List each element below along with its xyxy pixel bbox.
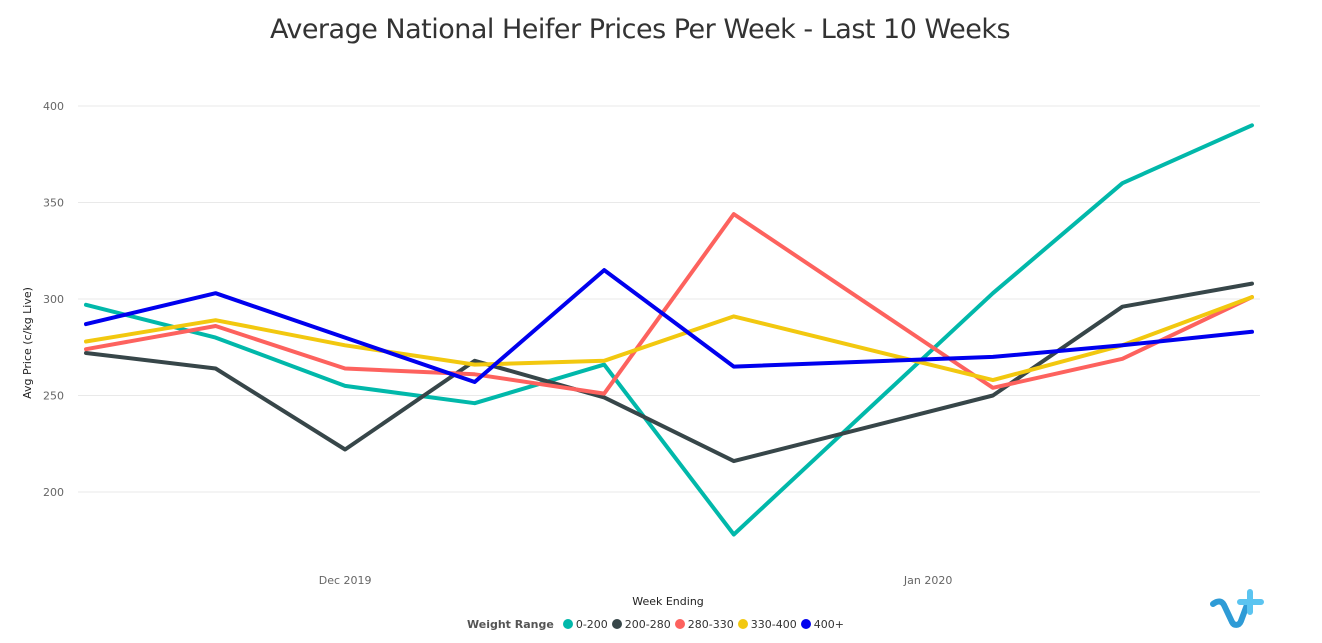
series-line-400+ [84, 268, 1254, 384]
x-tick-label: Jan 2020 [903, 574, 952, 587]
legend-swatch [562, 619, 573, 629]
legend-title: Weight Range [467, 617, 554, 631]
legend-item-0-200[interactable]: 0-200 [562, 617, 608, 631]
legend-items: 0-200 200-280 280-330 330-400 400+ [562, 617, 848, 631]
legend-swatch [674, 619, 685, 629]
y-axis-title: Avg Price (c/kg Live) [21, 287, 34, 399]
legend-swatch [737, 619, 748, 629]
legend-label: 280-330 [687, 617, 734, 631]
legend: Weight Range 0-200 200-280 280-330 330-400 4… [467, 616, 848, 632]
series-line-200-280 [84, 281, 1254, 464]
x-axis-title: Week Ending [632, 595, 704, 608]
series-line-330-400 [84, 295, 1254, 383]
legend-swatch [611, 619, 622, 629]
legend-item-280-330[interactable]: 280-330 [674, 617, 734, 631]
series-lines [84, 123, 1254, 537]
chart-title: Average National Heifer Prices Per Week … [269, 14, 1011, 45]
series-line-280-330 [84, 212, 1254, 396]
x-axis-ticks: Dec 2019 Jan 2020 [319, 574, 953, 587]
legend-label: 330-400 [750, 617, 797, 631]
legend-swatch [800, 619, 811, 629]
y-tick-label: 300 [43, 293, 64, 306]
y-tick-label: 250 [43, 390, 64, 403]
legend-item-200-280[interactable]: 200-280 [611, 617, 671, 631]
y-tick-label: 200 [43, 486, 64, 499]
grid-lines [78, 105, 1260, 493]
legend-label: 400+ [813, 617, 844, 631]
y-tick-label: 350 [43, 197, 64, 210]
x-tick-label: Dec 2019 [319, 574, 372, 587]
series-line-0-200 [84, 123, 1254, 537]
legend-item-330-400[interactable]: 330-400 [737, 617, 797, 631]
tick-cross-logo-icon [1210, 589, 1264, 628]
y-tick-label: 400 [43, 100, 64, 113]
legend-label: 200-280 [624, 617, 671, 631]
y-axis-ticks: 200 250 300 350 400 [43, 100, 64, 499]
legend-item-400+[interactable]: 400+ [800, 617, 844, 631]
legend-label: 0-200 [575, 617, 608, 631]
